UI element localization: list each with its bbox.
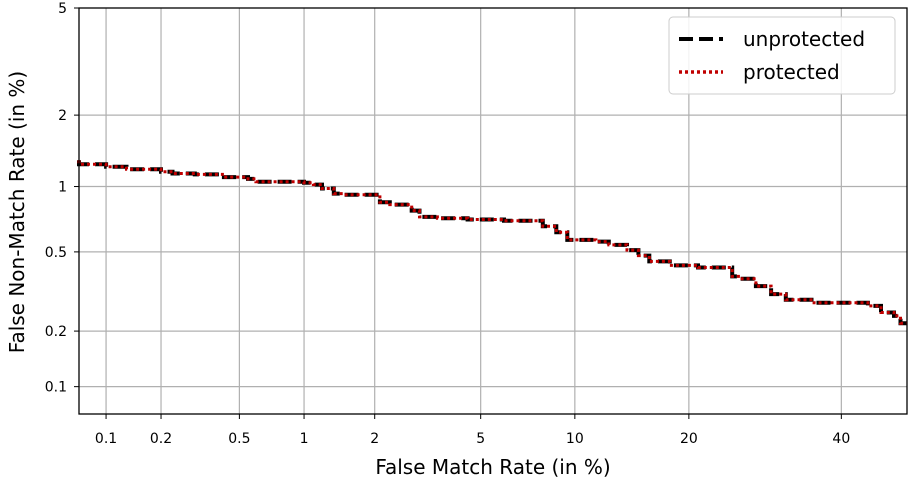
y-tick-label: 0.5 [45,245,67,261]
plot-frame [78,7,908,415]
x-tick-label: 0.1 [95,431,117,447]
legend-box [668,16,896,95]
y-axis-label: False Non-Match Rate (in %) [5,71,29,353]
series-line-unprotected [77,160,907,326]
x-tick-label: 5 [476,431,485,447]
y-tick-label: 5 [58,1,67,17]
y-tick-label: 0.1 [45,380,67,396]
x-ticks: 0.1 0.2 0.5 1 2 5 10 20 40 [95,414,850,447]
series-lines [77,160,907,326]
y-tick-label: 1 [58,180,67,196]
x-tick-label: 20 [680,431,698,447]
legend-label-protected: protected [743,60,840,84]
legend-label-unprotected: unprotected [743,27,865,51]
grid-lines [79,8,907,414]
x-tick-label: 40 [832,431,850,447]
x-tick-label: 0.2 [150,431,172,447]
series-line-protected [77,160,907,325]
y-ticks: 0.1 0.2 0.5 1 2 5 [45,1,79,396]
legend: unprotected protected [668,16,896,95]
x-axis-label: False Match Rate (in %) [375,455,610,478]
y-tick-label: 2 [58,108,67,124]
x-tick-label: 10 [566,431,584,447]
x-tick-label: 2 [370,431,379,447]
x-tick-label: 0.5 [228,431,250,447]
y-tick-label: 0.2 [45,324,67,340]
x-tick-label: 1 [300,431,309,447]
